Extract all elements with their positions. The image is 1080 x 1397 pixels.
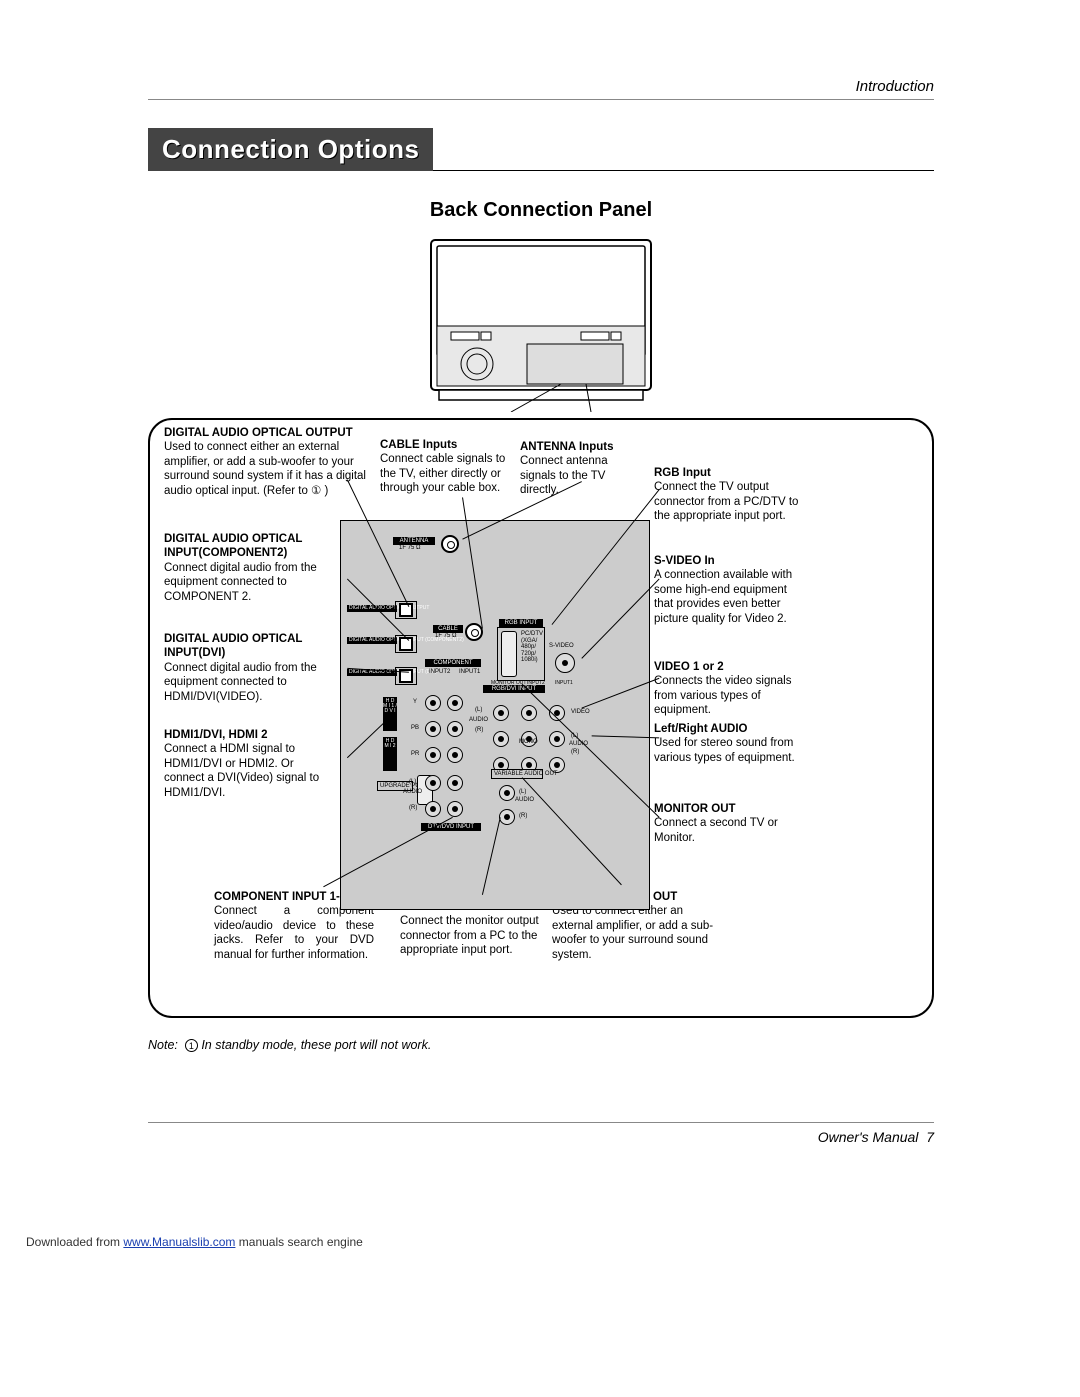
lbl-vl: (L) [519, 789, 526, 796]
jack-ar2 [425, 801, 441, 817]
lbl-audio1: AUDIO [403, 789, 422, 796]
lbl-audio2: AUDIO [469, 717, 488, 724]
lbl-rgb-input: RGB INPUT [499, 619, 543, 627]
desc-lr-audio: Left/Right AUDIO Used for stereo sound f… [654, 722, 804, 765]
lbl-l3: (L) [571, 733, 578, 740]
lbl-vr: (R) [519, 813, 527, 820]
jack-la-1 [549, 731, 565, 747]
desc-dao-comp2: DIGITAL AUDIO OPTICAL INPUT(COMPONENT2) … [164, 532, 334, 604]
jack-pr2 [425, 747, 441, 763]
jack-ar1 [447, 801, 463, 817]
lbl-l2: (L) [475, 707, 482, 714]
desc-antenna: ANTENNA Inputs Connect antenna signals t… [520, 440, 640, 498]
lbl-in1: INPUT1 [555, 681, 573, 687]
jack-var-l [499, 785, 515, 801]
desc-hdmi: HDMI1/DVI, HDMI 2 Connect a HDMI signal … [164, 728, 334, 800]
lbl-r3: (R) [571, 749, 579, 756]
page-footer: Owner's Manual 7 [148, 1122, 934, 1145]
lbl-ar1: (R) [409, 805, 417, 812]
jack-pr1 [447, 747, 463, 763]
jack-svideo [555, 653, 575, 673]
desc-video12: VIDEO 1 or 2 Connects the video signals … [654, 660, 804, 718]
note: Note: 1 In standby mode, these port will… [148, 1038, 934, 1052]
jack-y2 [425, 695, 441, 711]
jack-vid-2 [521, 705, 537, 721]
lbl-input2: INPUT2 [429, 669, 450, 676]
page-title: Connection Options [148, 128, 433, 171]
desc-monitor-out: MONITOR OUT Connect a second TV or Monit… [654, 802, 806, 845]
lbl-component: COMPONENT [425, 659, 481, 667]
tv-svg [411, 232, 671, 412]
lbl-in2: INPUT2 [527, 681, 545, 687]
hdmi2: H D M I 2 [383, 737, 397, 771]
lbl-dao-dvi: DIGITAL AUDIO OPTICAL INPUT (DVI) [347, 669, 397, 676]
jack-pb2 [425, 721, 441, 737]
desc-dao-output: DIGITAL AUDIO OPTICAL OUTPUT Used to con… [164, 426, 368, 498]
lbl-pr: PR [411, 751, 419, 758]
jack-vid-1 [549, 705, 565, 721]
jack-la-mon [493, 731, 509, 747]
lbl-vaudio: AUDIO [515, 797, 534, 804]
vga-port [501, 631, 517, 677]
lbl-dtvdvd: DTV/DVD INPUT [421, 823, 481, 831]
jack-cable [465, 623, 483, 641]
tv-illustration [411, 232, 671, 412]
desc-cable: CABLE Inputs Connect cable signals to th… [380, 438, 510, 496]
subtitle: Back Connection Panel [148, 199, 934, 222]
lbl-mono: MONO [519, 739, 538, 746]
lbl-cable: CABLE [433, 625, 463, 633]
lbl-pb: PB [411, 725, 419, 732]
lbl-y: Y [413, 699, 417, 706]
manualslib-link[interactable]: www.Manualslib.com [123, 1235, 235, 1249]
jack-pb1 [447, 721, 463, 737]
lbl-varout: VARIABLE AUDIO OUT [491, 769, 543, 779]
lbl-dao-comp: DIGITAL AUDIO OPTICAL INPUT (COMPONENT2) [347, 637, 397, 644]
note-marker: 1 [185, 1039, 198, 1052]
lbl-svideo: S-VIDEO [549, 643, 574, 650]
page-content: Introduction Connection Options Back Con… [148, 78, 934, 1052]
desc-rgb-input: RGB Input Connect the TV output connecto… [654, 466, 804, 524]
lbl-al1: (L) [409, 779, 416, 786]
connection-diagram: ANTENNA 1F 75 Ω CABLE 1F 75 Ω DIGITAL AU… [340, 520, 650, 910]
lbl-input1: INPUT1 [459, 669, 480, 676]
lbl-dao-out: DIGITAL AUDIO OPTICAL OUTPUT [347, 605, 397, 612]
desc-svideo: S-VIDEO In A connection available with s… [654, 554, 804, 626]
lbl-antenna-ohm: 1F 75 Ω [399, 545, 421, 552]
lbl-pcdtv: PC/DTV (XGA/ 480p/ 720p/ 1080i) [521, 631, 545, 664]
lbl-r2: (R) [475, 727, 483, 734]
panel-box: DIGITAL AUDIO OPTICAL OUTPUT Used to con… [148, 418, 934, 1018]
jack-vid-mon [493, 705, 509, 721]
download-line: Downloaded from www.Manualslib.com manua… [26, 1235, 363, 1249]
jack-y1 [447, 695, 463, 711]
section-header: Introduction [148, 78, 934, 100]
title-row: Connection Options [148, 100, 934, 171]
lbl-video: VIDEO [571, 709, 590, 716]
desc-dao-dvi: DIGITAL AUDIO OPTICAL INPUT(DVI) Connect… [164, 632, 334, 704]
jack-antenna [441, 535, 459, 553]
jack-var-r [499, 809, 515, 825]
lbl-monout: MONITOR OUT [491, 681, 526, 687]
jack-al1 [447, 775, 463, 791]
hdmi1: H D M I 1 / D V I [383, 697, 397, 731]
lbl-antenna: ANTENNA [393, 537, 435, 545]
jack-al2 [425, 775, 441, 791]
lbl-audio3: AUDIO [569, 741, 588, 748]
